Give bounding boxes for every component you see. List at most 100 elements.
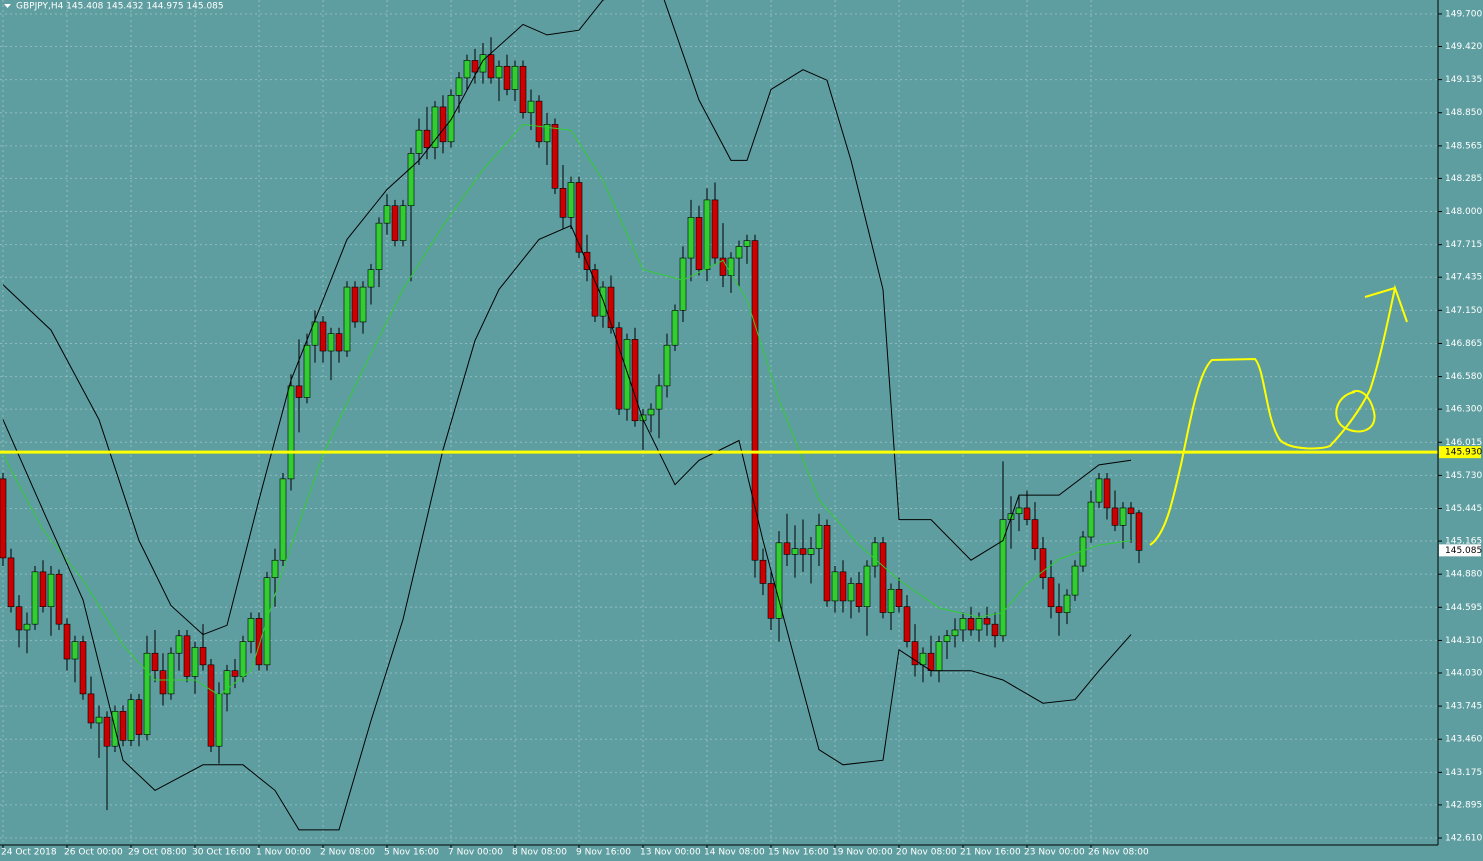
candle-body: [31, 571, 39, 625]
candle-body: [711, 199, 719, 259]
y-tick-label: 147.150: [1445, 306, 1482, 316]
y-tick-label: 146.580: [1445, 372, 1482, 382]
candle-body: [287, 385, 295, 480]
candle-body: [1031, 519, 1039, 549]
y-tick-label: 149.420: [1445, 42, 1482, 52]
y-tick-label: 146.300: [1445, 405, 1482, 415]
candle-body: [23, 623, 31, 631]
candle-body: [959, 618, 967, 631]
candle-body: [791, 548, 799, 555]
candle-body: [87, 693, 95, 724]
y-tick-label: 142.895: [1445, 800, 1482, 810]
x-tick-label: 5 Nov 16:00: [384, 848, 439, 858]
candle-body: [567, 182, 575, 218]
candle-body: [143, 652, 151, 735]
candle-body: [615, 327, 623, 410]
candle-body: [231, 670, 239, 677]
candle-body: [575, 182, 583, 253]
indicator-line: [2, 224, 1132, 831]
candle-body: [535, 100, 543, 143]
candle-body: [311, 321, 319, 346]
candle-body: [551, 124, 559, 189]
x-tick-label: 26 Oct 00:00: [64, 848, 123, 858]
x-tick-label: 9 Nov 16:00: [576, 848, 631, 858]
candle-body: [623, 339, 631, 410]
candle-body: [559, 187, 567, 218]
candle-body: [495, 65, 503, 79]
candle-body: [999, 519, 1007, 637]
x-tick-label: 20 Nov 08:00: [896, 848, 957, 858]
candle-body: [15, 606, 23, 631]
candle-body: [391, 205, 399, 241]
y-tick-label: 143.745: [1445, 702, 1482, 712]
candle-body: [7, 557, 15, 608]
y-tick-label: 144.595: [1445, 603, 1482, 613]
y-tick-label: 149.135: [1445, 75, 1482, 85]
y-tick-label: 148.285: [1445, 174, 1482, 184]
candle-body: [0, 478, 7, 559]
candle-body: [935, 641, 943, 671]
candle-body: [407, 153, 415, 207]
candle-body: [511, 65, 519, 90]
candle-body: [1023, 507, 1031, 520]
candle-body: [135, 699, 143, 735]
candle-body: [967, 618, 975, 631]
y-tick-label: 146.015: [1445, 438, 1482, 448]
y-tick-label: 144.030: [1445, 668, 1482, 678]
candle-body: [335, 333, 343, 352]
chart-title: GBPJPY,H4 145.408 145.432 144.975 145.08…: [16, 2, 224, 12]
plot-area: [0, 0, 1438, 831]
candle-body: [215, 693, 223, 747]
candle-body: [895, 588, 903, 608]
price-label-box: [1439, 544, 1481, 557]
candle-body: [1047, 577, 1055, 608]
level-label-box: [1439, 446, 1481, 459]
candle-body: [423, 129, 431, 148]
candle-body: [927, 652, 935, 671]
candle-body: [607, 286, 615, 329]
candle-body: [823, 525, 831, 602]
candle-body: [503, 65, 511, 90]
candle-body: [807, 548, 815, 555]
candle-body: [783, 542, 791, 555]
candle-body: [703, 199, 711, 270]
candle-body: [487, 54, 495, 79]
y-tick-label: 147.715: [1445, 240, 1482, 250]
candle-body: [455, 77, 463, 96]
candle-body: [1039, 548, 1047, 578]
y-tick-label: 142.610: [1445, 834, 1482, 844]
candle-body: [415, 129, 423, 154]
x-tick-label: 2 Nov 08:00: [320, 848, 375, 858]
candle-body: [279, 478, 287, 561]
y-tick-label: 145.730: [1445, 471, 1482, 481]
candle-body: [167, 652, 175, 695]
candle-body: [543, 124, 551, 143]
candle-body: [1103, 478, 1111, 509]
candle-body: [847, 583, 855, 602]
candle-body: [383, 205, 391, 224]
y-tick-label: 144.310: [1445, 636, 1482, 646]
candle-body: [359, 286, 367, 323]
x-tick-label: 15 Nov 16:00: [768, 848, 829, 858]
candle-body: [55, 573, 63, 625]
candle-body: [1111, 507, 1119, 526]
candle-body: [159, 670, 167, 695]
candle-body: [471, 60, 479, 73]
x-tick-label: 1 Nov 00:00: [256, 848, 311, 858]
candle-body: [527, 100, 535, 114]
candle-body: [983, 618, 991, 625]
candle-body: [63, 623, 71, 660]
candle-body: [1015, 507, 1023, 515]
x-tick-label: 29 Oct 08:00: [128, 848, 187, 858]
candle-body: [831, 571, 839, 602]
candle-body: [431, 106, 439, 148]
y-tick-label: 147.435: [1445, 273, 1482, 283]
x-tick-label: 23 Nov 00:00: [1024, 848, 1085, 858]
candle-body: [815, 525, 823, 549]
candle-body: [119, 711, 127, 741]
price-label: 145.085: [1445, 546, 1482, 556]
candle-body: [255, 618, 263, 666]
candle-body: [671, 310, 679, 346]
